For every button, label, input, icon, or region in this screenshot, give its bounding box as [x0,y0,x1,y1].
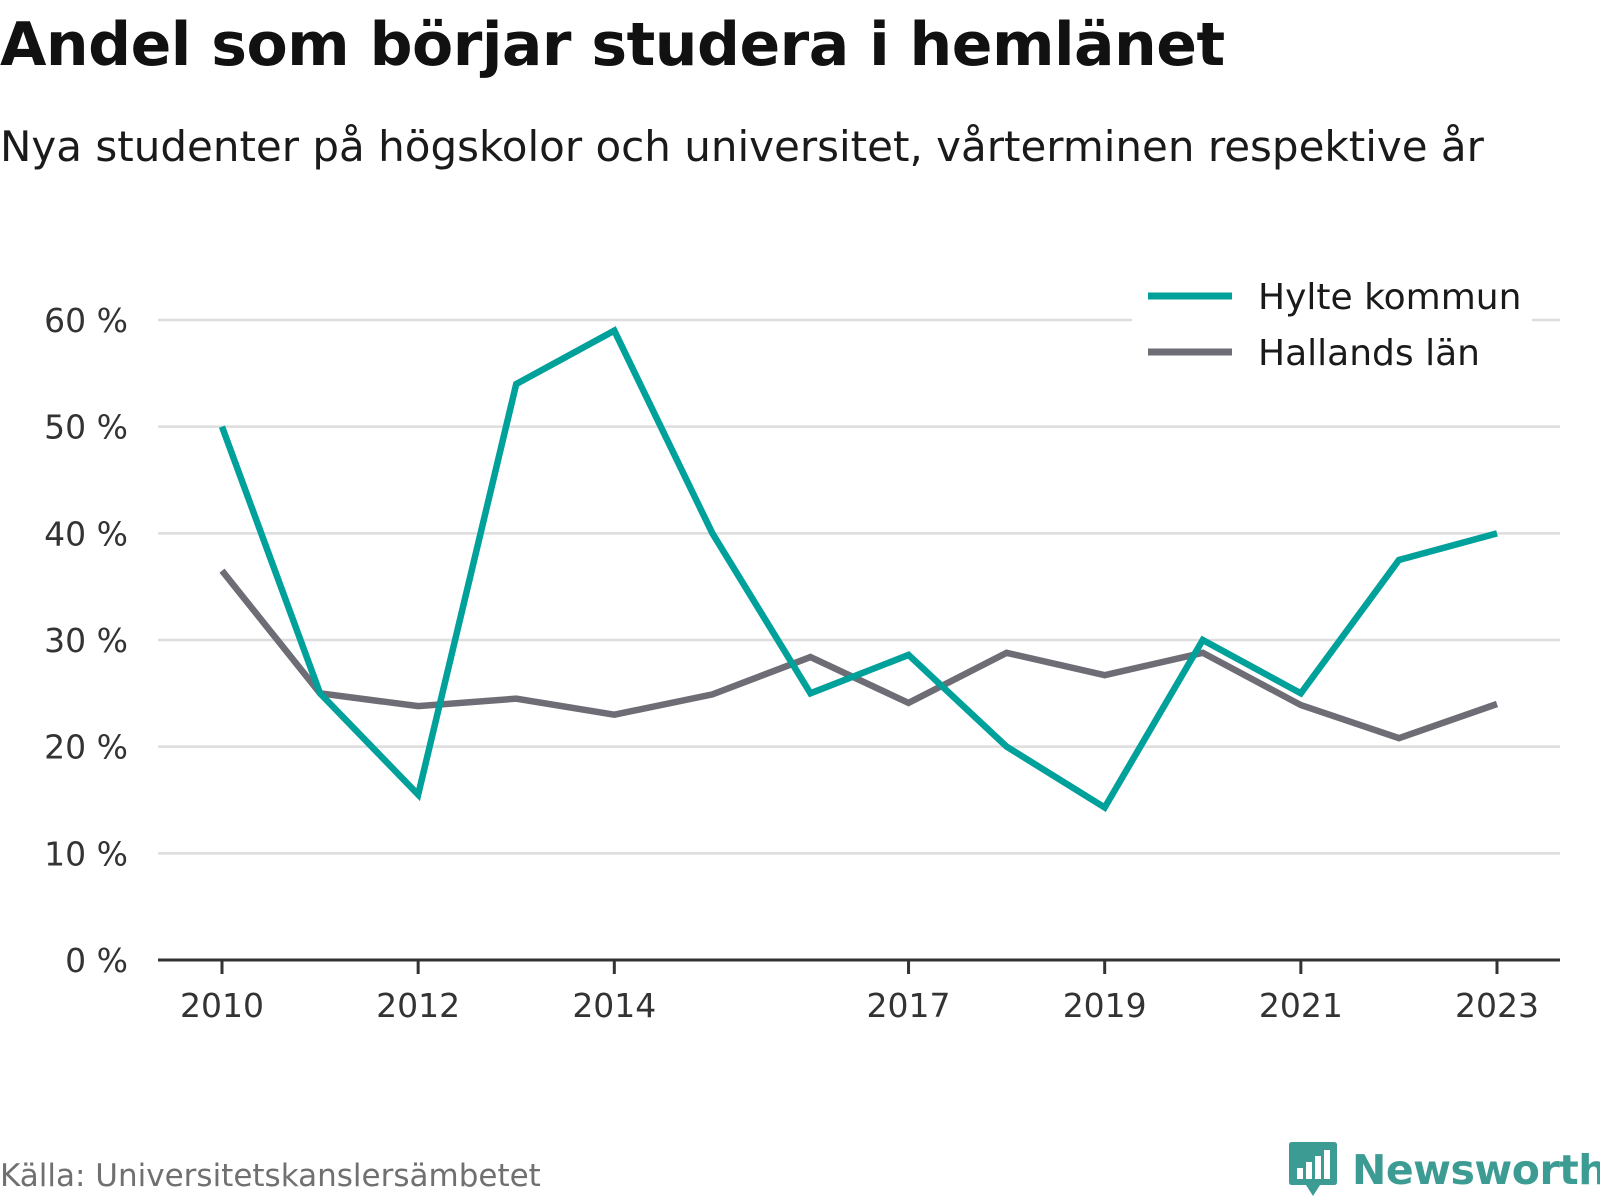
x-axis: 2010 2012 2014 2017 2019 2021 2023 [158,958,1560,1025]
y-tick-label: 50 % [44,408,128,447]
y-tick-label: 10 % [44,834,128,873]
x-tick-label: 2014 [572,986,656,1025]
y-tick-label: 60 % [44,301,128,340]
x-tick-label: 2010 [180,986,264,1025]
y-tick-label: 30 % [44,621,128,660]
x-tick-label: 2023 [1455,986,1539,1025]
y-tick-label: 20 % [44,728,128,767]
legend-label: Hallands län [1258,333,1480,374]
x-tick-label: 2019 [1063,986,1147,1025]
chart-subtitle: Nya studenter på högskolor och universit… [0,122,1484,171]
x-tick-label: 2017 [867,986,951,1025]
series-line-1 [219,568,1499,742]
series-lines [218,326,1499,812]
x-tick-label: 2021 [1259,986,1343,1025]
source-note: Källa: Universitetskanslersämbetet [0,1158,541,1194]
legend: Hylte kommun Hallands län [1132,268,1532,388]
y-tick-label: 0 % [65,941,128,980]
x-tick-label: 2012 [376,986,460,1025]
brand-logo: Newsworthy [1288,1140,1600,1200]
y-axis-ticks: 0 % 10 % 20 % 30 % 40 % 50 % 60 % [44,301,128,980]
gridlines [158,318,1560,855]
y-tick-label: 40 % [44,514,128,553]
bar-chart-speech-bubble-icon [1289,1142,1337,1196]
chart-title: Andel som börjar studera i hemlänet [0,10,1225,80]
series-line-0 [218,326,1498,812]
legend-background [1132,268,1532,388]
legend-label: Hylte kommun [1258,277,1521,318]
brand-name: Newsworthy [1352,1146,1600,1194]
